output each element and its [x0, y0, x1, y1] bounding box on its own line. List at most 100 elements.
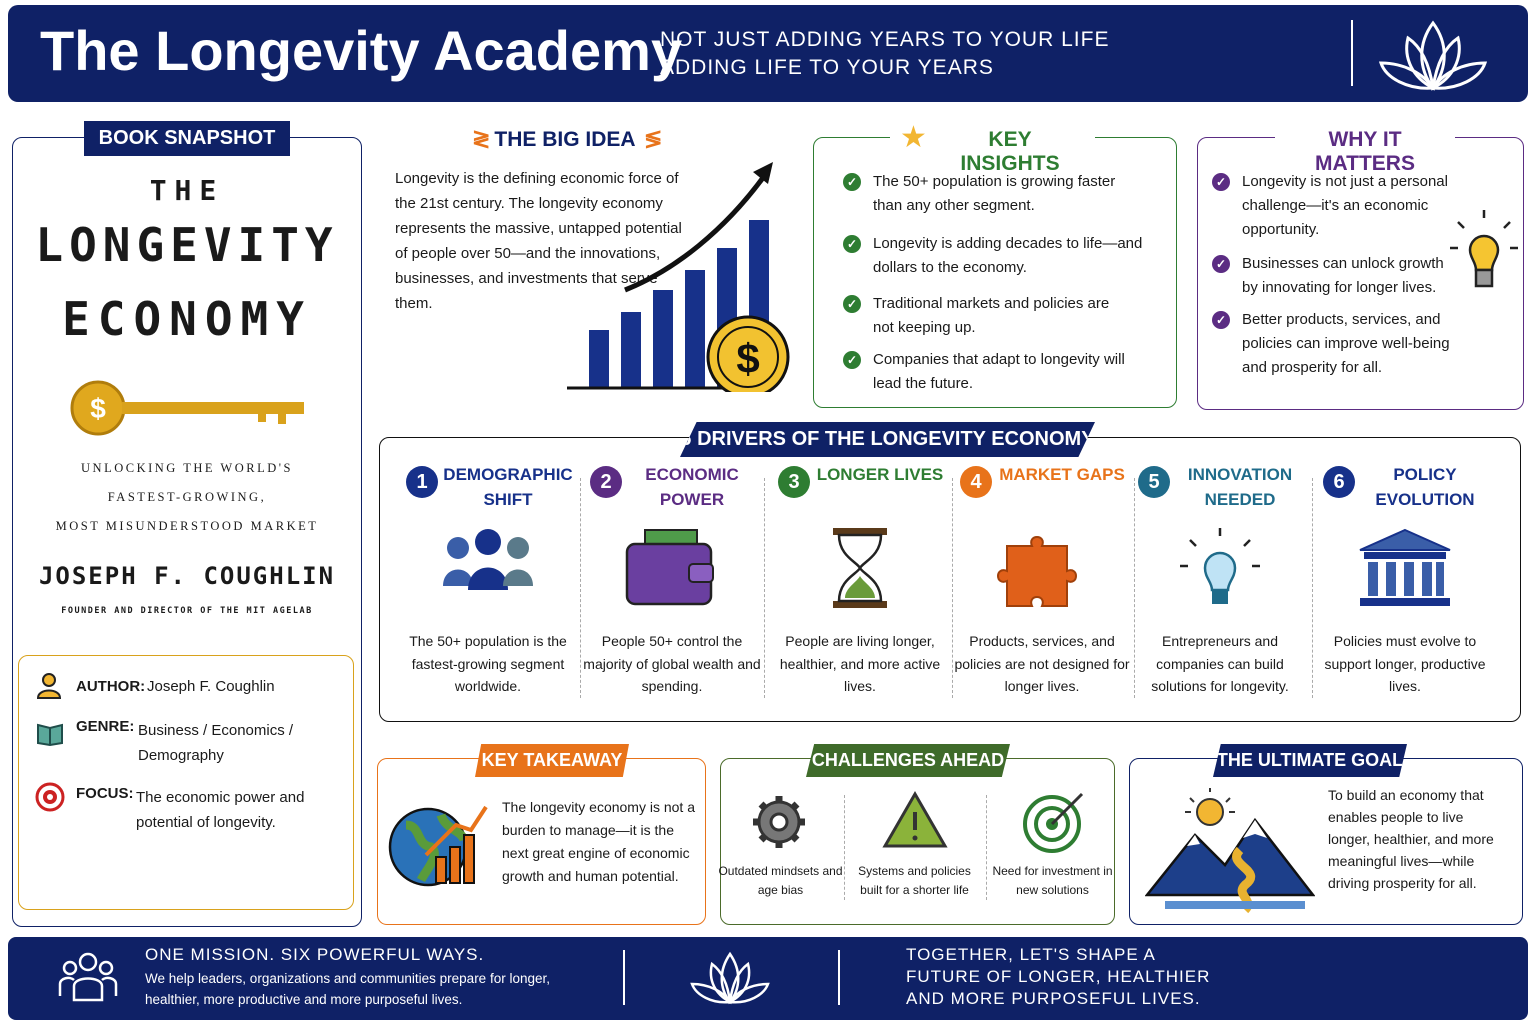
insight-text: Traditional markets and policies are not… [873, 295, 1110, 336]
title: The Longevity Academy [40, 19, 683, 82]
insight: ✓ Companies that adapt to longevity will … [843, 348, 1133, 396]
details-box [18, 655, 354, 910]
footer [8, 937, 1528, 1020]
driver-title: DEMOGRAPHIC SHIFT [443, 465, 573, 509]
driver-icon [1180, 528, 1260, 604]
section-heading: BOOK SNAPSHOT [84, 121, 290, 156]
section-heading: KEY TAKEAWAY [475, 744, 629, 777]
driver: 1 DEMOGRAPHIC SHIFT The 50+ population is … [398, 462, 578, 694]
book-title: THE [149, 174, 225, 207]
driver-icon [1359, 528, 1451, 606]
book-icon [37, 723, 63, 746]
driver: 5 INNOVATION NEEDED Entrepreneurs and comp… [1130, 462, 1310, 694]
header [8, 5, 1528, 102]
driver-text: Entrepreneurs and companies can build so… [1151, 633, 1289, 694]
detail-label: GENRE: [76, 718, 135, 735]
section-heading: WHY IT MATTERS [1315, 128, 1415, 175]
author-role: FOUNDER AND DIRECTOR OF THE MIT AGELAB [61, 606, 313, 616]
growth-chart-icon: $ [567, 162, 790, 392]
detail-value: The economic power and potential of long… [136, 789, 305, 831]
divider [1351, 20, 1353, 86]
divider [1312, 478, 1313, 698]
people-icon [58, 952, 118, 1002]
big-idea-text: Longevity is the defining economic force… [395, 170, 682, 312]
tagline: ADDING LIFE TO YOUR YEARS [660, 56, 994, 79]
section-heading: THE BIG IDEA [494, 128, 636, 151]
divider [764, 478, 765, 698]
key-icon: $ [70, 380, 304, 436]
book-title: ECONOMY [62, 292, 312, 346]
mountain-icon [1145, 788, 1315, 914]
divider [623, 950, 625, 1005]
driver-title: INNOVATION NEEDED [1187, 465, 1293, 509]
challenge: Systems and policies built for a shorter… [858, 864, 971, 897]
driver-icon [997, 536, 1077, 607]
insight: ✓ Longevity is adding decades to life—and… [843, 232, 1153, 280]
detail-value: Business / Economics / Demography [138, 722, 294, 764]
driver-number: 3 [778, 466, 810, 498]
divider [1134, 478, 1135, 698]
reason: ✓ Businesses can unlock growth by innovat… [1212, 252, 1452, 300]
driver-icon [625, 529, 714, 606]
takeaway-text: The longevity economy is not a burden to… [502, 799, 695, 884]
mission-text: We help leaders, organizations and commu… [145, 971, 550, 1007]
driver-text: Policies must evolve to support longer, … [1324, 633, 1486, 694]
detail-label: FOCUS: [76, 785, 134, 802]
driver-title: ECONOMIC POWER [645, 465, 739, 509]
driver: 4 MARKET GAPS Products, services, and poli… [952, 462, 1132, 694]
tagline: NOT JUST ADDING YEARS TO YOUR LIFE [660, 28, 1110, 51]
book-subtitle: MOST MISUNDERSTOOD MARKET [55, 519, 319, 533]
driver: 2 ECONOMIC POWER People 50+ control the ma… [582, 462, 762, 694]
challenge: Outdated mindsets and age bias [718, 864, 843, 897]
divider [844, 795, 845, 900]
driver-number: 4 [960, 466, 992, 498]
insight-text: The 50+ population is growing faster tha… [873, 173, 1116, 214]
driver: 6 POLICY EVOLUTION Policies must evolve to… [1315, 462, 1495, 694]
driver-text: Products, services, and policies are not… [954, 633, 1130, 694]
driver-text: People are living longer, healthier, and… [779, 633, 941, 694]
globe-growth-icon [388, 805, 488, 887]
book-author: JOSEPH F. COUGHLIN [38, 562, 336, 590]
target-icon [35, 782, 65, 812]
bulb-icon [1450, 210, 1518, 288]
divider [580, 478, 581, 698]
book-title: LONGEVITY [35, 218, 339, 272]
reason-text: Businesses can unlock growth by innovati… [1242, 255, 1444, 296]
driver-text: People 50+ control the majority of globa… [583, 633, 761, 694]
challenge-icons [753, 790, 1084, 853]
reason-text: Better products, services, and policies … [1242, 311, 1450, 376]
challenge: Need for investment in new solutions [992, 864, 1113, 897]
section-heading: THE ULTIMATE GOAL [1213, 744, 1407, 777]
driver-number: 1 [406, 466, 438, 498]
svg-text:$: $ [736, 335, 759, 382]
insight: ✓ Traditional markets and policies are no… [843, 292, 1123, 340]
book-subtitle: FASTEST-GROWING, [107, 490, 267, 504]
driver-number: 6 [1323, 466, 1355, 498]
goal-text: To build an economy that enables people … [1328, 787, 1494, 891]
driver-number: 2 [590, 466, 622, 498]
reason: ✓ Longevity is not just a personal challe… [1212, 170, 1452, 242]
driver-title: LONGER LIVES [816, 465, 944, 484]
insight-text: Companies that adapt to longevity will l… [873, 351, 1125, 392]
svg-text:$: $ [90, 393, 106, 424]
book-subtitle: UNLOCKING THE WORLD'S [81, 461, 293, 475]
person-icon [36, 673, 62, 699]
divider [838, 950, 840, 1005]
lotus-icon [1378, 20, 1488, 91]
accent: ≶ [644, 126, 663, 151]
driver-title: POLICY EVOLUTION [1375, 465, 1475, 509]
divider [952, 478, 953, 698]
heading-bg [890, 128, 1095, 154]
driver: 3 LONGER LIVES People are living longer, h… [770, 462, 950, 694]
accent: ≷ [472, 126, 491, 151]
driver-text: The 50+ population is the fastest-growin… [409, 633, 567, 694]
insights-panel [813, 137, 1177, 408]
reason-text: Longevity is not just a personal challen… [1242, 173, 1448, 238]
section-heading: KEY INSIGHTS [960, 128, 1060, 175]
detail-label: AUTHOR: [76, 678, 146, 695]
why-panel [1197, 137, 1524, 410]
divider [986, 795, 987, 900]
heading-bg [1275, 128, 1455, 154]
section-heading: 6 DRIVERS OF THE LONGEVITY ECONOMY [680, 422, 1095, 457]
